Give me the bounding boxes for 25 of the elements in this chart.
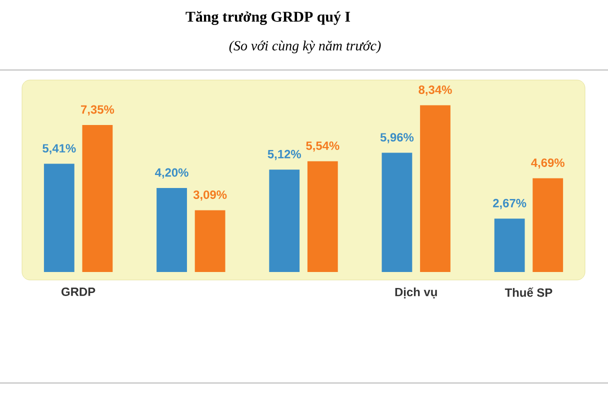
x-tick-label: Dịch vụ bbox=[395, 288, 437, 298]
data-label: 5,54% bbox=[306, 142, 340, 152]
x-tick-label: Thuế SP bbox=[504, 288, 552, 297]
data-label: 3,09% bbox=[193, 190, 227, 201]
data-label: 5,96% bbox=[380, 133, 414, 144]
data-label: 2,67% bbox=[493, 198, 526, 210]
bar bbox=[382, 152, 412, 272]
x-tick-label: GRDP bbox=[62, 288, 96, 296]
data-label: 5,41% bbox=[42, 144, 76, 154]
bar bbox=[82, 125, 113, 272]
chart-subtitle: (So với cùng kỳ năm trước) bbox=[229, 40, 381, 54]
data-label: 4,69% bbox=[531, 158, 564, 169]
data-label: 5,12% bbox=[268, 150, 301, 160]
bar bbox=[494, 218, 525, 272]
data-label: 4,20% bbox=[155, 168, 188, 178]
data-label: 8,34% bbox=[418, 85, 452, 96]
bar bbox=[44, 164, 74, 272]
bar bbox=[420, 105, 450, 272]
data-label: 7,35% bbox=[81, 105, 114, 116]
bar bbox=[532, 178, 564, 272]
bar bbox=[194, 210, 226, 272]
bar bbox=[307, 161, 338, 272]
chart-title: Tăng trưởng GRDP quý I bbox=[186, 11, 350, 25]
bar bbox=[156, 188, 187, 272]
bar bbox=[269, 170, 300, 272]
